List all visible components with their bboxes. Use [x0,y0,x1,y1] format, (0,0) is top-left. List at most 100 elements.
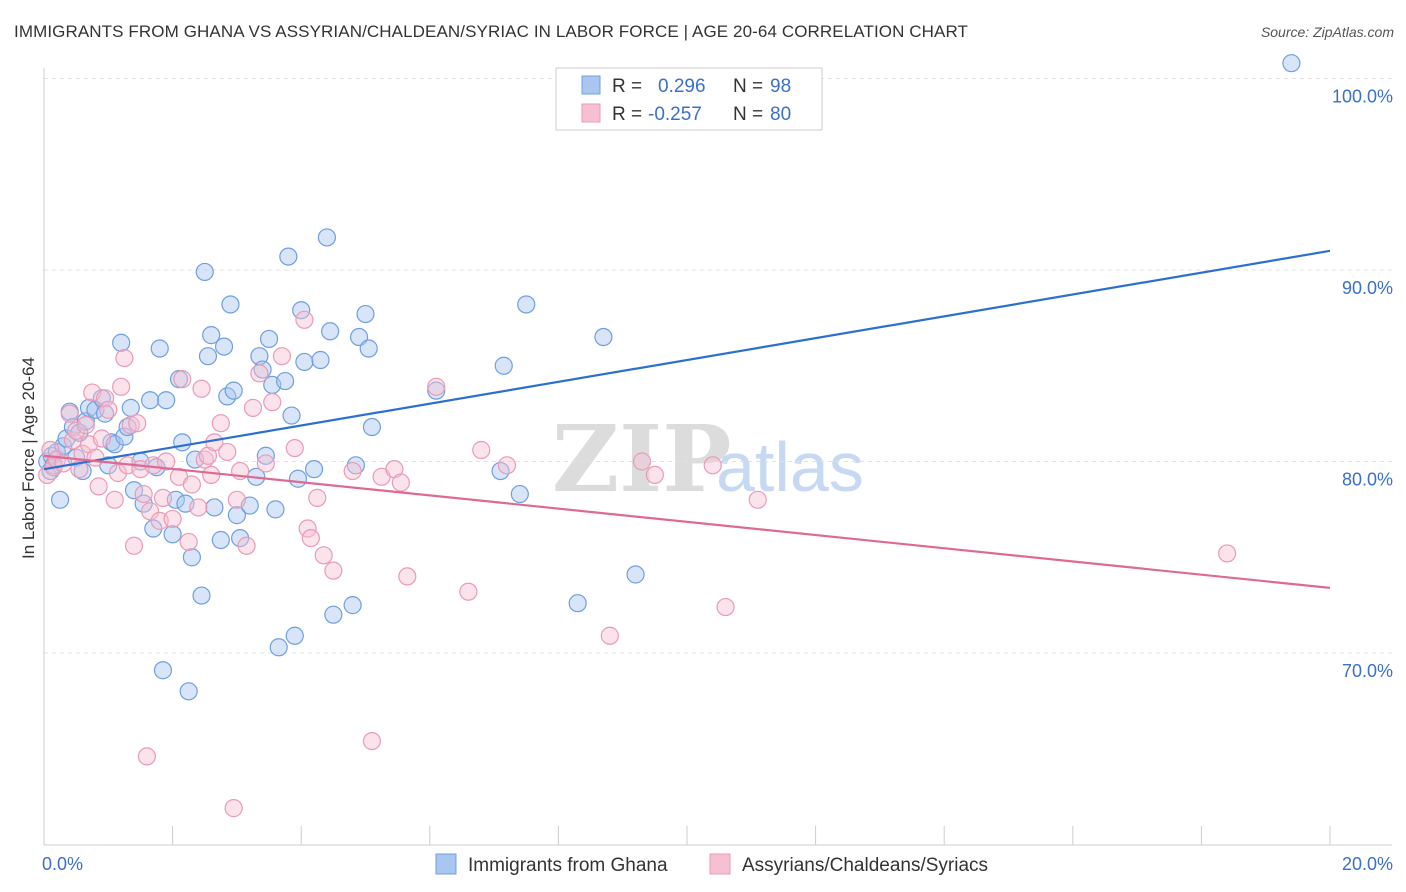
legend-label-ghana: Immigrants from Ghana [468,855,668,876]
point-assyrian [105,490,124,509]
point-ghana [202,326,221,345]
point-assyrian [398,567,417,586]
trend-line-ghana [43,249,1331,471]
point-assyrian [179,532,198,552]
stats-swatch-assyrian [581,103,601,123]
point-ghana [311,350,330,370]
point-assyrian [67,421,86,440]
point-ghana [195,262,214,282]
point-assyrian [128,414,147,433]
point-assyrian [497,456,517,475]
y-tick-label: 80.0% [1342,470,1393,490]
point-ghana [192,586,211,605]
point-ghana [121,398,140,417]
point-assyrian [92,429,111,448]
point-assyrian [95,389,115,408]
point-assyrian [124,536,144,555]
point-ghana [594,327,613,347]
point-assyrian [243,398,263,417]
point-assyrian [89,477,108,496]
point-ghana [173,433,192,452]
point-assyrian [472,440,491,460]
y-tick-label: 70.0% [1342,661,1393,681]
point-ghana [288,469,308,488]
point-ghana [198,347,218,366]
point-assyrian [301,528,320,548]
point-ghana [356,304,375,324]
point-assyrian [86,448,105,467]
point-assyrian [182,475,201,494]
point-assyrian [295,310,314,329]
point-ghana [1282,54,1301,73]
point-assyrian [716,597,735,617]
point-assyrian [202,465,221,485]
point-ghana [140,391,160,410]
point-ghana [150,339,169,358]
x-tick-labels: 0.0% 20.0% [42,854,1393,874]
point-ghana [259,329,279,349]
point-assyrian [285,438,304,458]
point-assyrian [748,490,767,509]
point-ghana [153,661,173,680]
trend-line-assyrian [43,454,1331,589]
point-assyrian [250,364,269,383]
point-ghana [221,295,240,314]
stats-r-label-ghana: R = [612,76,642,97]
point-assyrian [308,488,327,507]
stats-n-label-assyrian: N = [733,104,763,125]
point-ghana [157,391,176,410]
point-ghana [276,371,295,391]
point-assyrian [298,519,317,538]
legend-label-assyrian: Assyrians/Chaldeans/Syriacs [742,855,988,876]
point-ghana [517,295,536,314]
point-assyrian [256,454,275,473]
point-assyrian [41,440,60,460]
point-ghana [179,682,198,701]
point-assyrian [362,731,382,751]
point-ghana [118,417,137,437]
point-assyrian [99,400,118,419]
point-assyrian [112,377,131,396]
point-ghana [568,594,587,613]
source-label: Source: ZipAtlas.com [1260,24,1394,40]
point-assyrian [108,463,128,483]
point-ghana [362,417,382,437]
point-assyrian [703,456,722,475]
y-tick-labels: 70.0% 80.0% 90.0% 100.0% [1332,87,1393,682]
point-ghana [317,228,337,247]
point-assyrian [263,393,282,412]
point-ghana [510,484,529,504]
stats-legend: R = 0.296 N = 98 R = -0.257 N = 80 [555,67,823,131]
point-ghana [626,565,645,584]
legend-swatch-ghana [435,853,457,875]
point-ghana [427,381,446,400]
point-assyrian [140,502,160,521]
point-ghana [227,506,246,525]
point-assyrian [224,799,243,818]
scatter-points [38,54,1301,818]
point-ghana [282,406,301,425]
point-ghana [304,460,324,479]
stats-swatch-ghana [581,75,601,95]
point-assyrian [324,561,343,580]
point-ghana [266,500,285,519]
stats-r-label-assyrian: R = [612,104,642,125]
gridlines [44,78,1392,654]
x-tick-label: 0.0% [42,854,83,874]
point-assyrian [1218,544,1237,563]
stats-n-value-assyrian: 80 [770,104,791,125]
trend-lines [43,249,1331,589]
y-tick-label: 100.0% [1332,87,1393,107]
point-ghana [295,352,314,372]
point-assyrian [272,347,292,366]
stats-r-value-ghana: 0.296 [658,76,706,97]
stats-n-value-ghana: 98 [770,76,791,97]
watermark-zip: ZIP [552,405,731,513]
y-tick-label: 90.0% [1342,278,1393,298]
point-ghana [163,525,182,544]
stats-r-value-assyrian: -0.257 [648,104,702,125]
point-ghana [321,322,340,341]
point-ghana [182,548,201,567]
point-assyrian [632,452,652,471]
point-ghana [224,381,243,400]
